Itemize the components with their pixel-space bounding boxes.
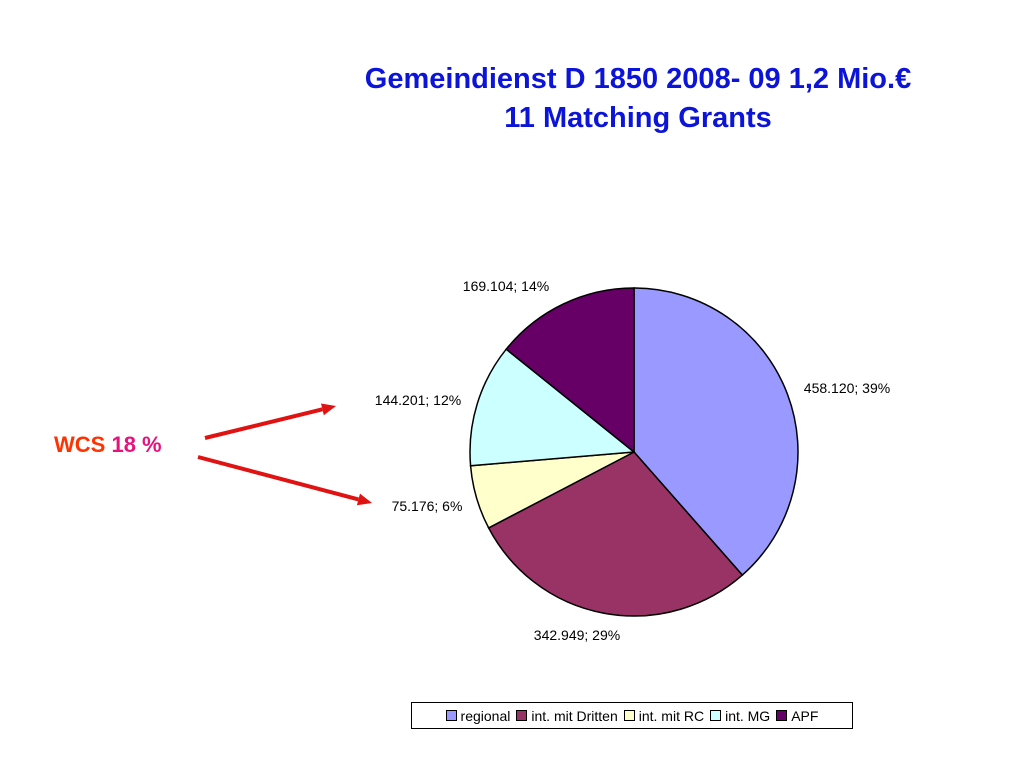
chart-title-line1: Gemeindienst D 1850 2008- 09 1,2 Mio.€ (364, 63, 912, 95)
arrow-to-int-mg (204, 403, 336, 440)
annotation-arrows (197, 403, 372, 506)
chart-title: Gemeindienst D 1850 2008- 09 1,2 Mio.€ 1… (300, 60, 976, 138)
data-label-int-mit-dritten: 342.949; 29% (534, 627, 620, 643)
pie-slices (469, 287, 799, 617)
legend-swatch (710, 710, 722, 721)
pie-slice-regional (633, 287, 799, 577)
wcs-percent: 18 % (111, 432, 162, 457)
data-label-int-mg: 144.201; 12% (375, 392, 461, 408)
legend-swatch (623, 710, 635, 721)
legend-swatch (516, 710, 528, 721)
pie-slice-int-mg (469, 348, 636, 467)
legend-label: int. mit RC (638, 707, 705, 724)
pie-data-labels: 458.120; 39% 342.949; 29% 75.176; 6% 144.20… (375, 278, 890, 643)
arrow-to-int-mit-rc (197, 455, 372, 506)
legend-item: APF (776, 708, 818, 724)
legend-label: regional (460, 707, 511, 724)
chart-title-line2: 11 Matching Grants (504, 102, 772, 134)
legend-label: int. mit Dritten (531, 707, 618, 724)
data-label-regional: 458.120; 39% (804, 380, 890, 396)
wcs-annotation: WCS 18 % (54, 432, 162, 458)
pie-slice-apf (505, 287, 635, 454)
chart-legend: regional int. mit Dritten int. mit RC int. … (411, 702, 853, 729)
legend-swatch (445, 710, 457, 721)
legend-label: APF (791, 707, 819, 724)
pie-slice-int-mit-dritten (487, 451, 744, 617)
data-label-int-mit-rc: 75.176; 6% (392, 498, 463, 514)
legend-item: int. mit RC (623, 707, 705, 724)
data-label-apf: 169.104; 14% (463, 278, 549, 294)
legend-label: int. MG (725, 707, 771, 724)
wcs-name: WCS (54, 432, 106, 457)
legend-swatch (776, 710, 788, 721)
legend-item: int. mit Dritten (516, 707, 618, 724)
legend-item: int. MG (710, 708, 770, 724)
legend-item: regional (445, 707, 511, 724)
